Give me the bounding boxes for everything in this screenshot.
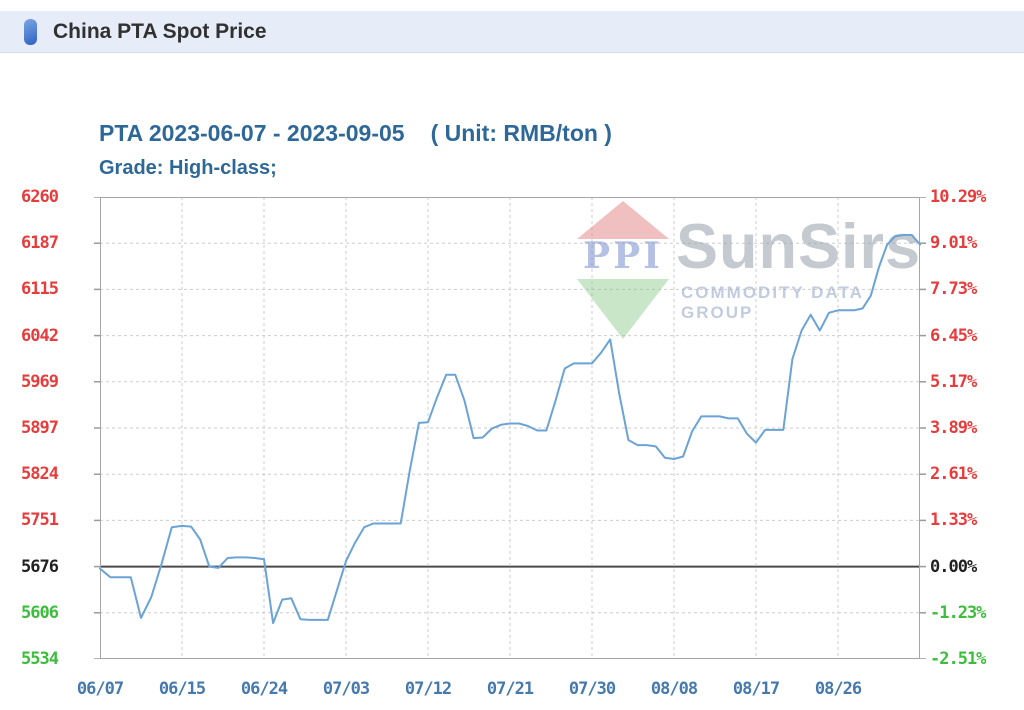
x-axis-date-label: 08/26 — [814, 679, 862, 699]
y-axis-price-label: 5751 — [21, 510, 59, 531]
y-axis-price-label: 5606 — [21, 602, 59, 623]
y-axis-percent-label: 0.00% — [930, 556, 977, 577]
y-axis-price-label: 6042 — [21, 325, 59, 346]
y-axis-percent-label: -1.23% — [930, 602, 986, 623]
plot-area: PPI SunSirs COMMODITY DATA GROUP — [94, 197, 926, 659]
x-axis-date-label: 07/21 — [486, 679, 534, 699]
y-axis-price-label: 5824 — [21, 464, 59, 485]
y-axis-price-label: 6115 — [21, 279, 59, 300]
y-axis-price-label: 5534 — [21, 649, 59, 669]
grid-layer — [94, 197, 926, 659]
y-axis-percent-label: -2.51% — [930, 649, 986, 669]
y-axis-price-label: 5676 — [21, 556, 59, 577]
y-axis-percent-label: 9.01% — [930, 233, 977, 254]
y-axis-percent-label: 10.29% — [930, 187, 986, 207]
y-axis-percent-label: 3.89% — [930, 418, 977, 438]
page-title: China PTA Spot Price — [53, 19, 267, 43]
y-axis-percent-label: 2.61% — [930, 464, 977, 485]
y-axis-percent-label: 7.73% — [930, 279, 977, 300]
chart-title-text: PTA 2023-06-07 - 2023-09-05 — [99, 120, 405, 146]
y-axis-percent-label: 1.33% — [930, 510, 977, 531]
x-axis-date-label: 08/08 — [650, 679, 698, 699]
x-axis-date-label: 06/24 — [240, 679, 288, 699]
y-axis-price-label: 6187 — [21, 233, 59, 254]
page-header: China PTA Spot Price — [0, 11, 1024, 53]
y-axis-price-label: 5897 — [21, 418, 59, 438]
plot-border — [100, 197, 920, 659]
y-axis-price-label: 5969 — [21, 371, 59, 392]
price-line-layer — [99, 234, 921, 625]
x-axis-date-label: 08/17 — [732, 679, 780, 699]
x-axis-date-label: 06/15 — [158, 679, 206, 699]
y-axis-percent-label: 6.45% — [930, 325, 977, 346]
chart-title: PTA 2023-06-07 - 2023-09-05 ( Unit: RMB/t… — [99, 120, 612, 147]
y-axis-price-label: 6260 — [21, 187, 59, 207]
y-axis-percent-label: 5.17% — [930, 371, 977, 392]
chart-unit-label: ( Unit: RMB/ton ) — [430, 120, 612, 146]
x-axis-date-label: 07/03 — [322, 679, 370, 699]
chart-grade-label: Grade: High-class; — [99, 157, 277, 179]
price-line — [99, 234, 921, 625]
x-axis-date-label: 06/07 — [76, 679, 124, 699]
title-bullet-icon — [24, 18, 37, 45]
x-axis-date-label: 07/12 — [404, 679, 452, 699]
x-axis-date-label: 07/30 — [568, 679, 616, 699]
